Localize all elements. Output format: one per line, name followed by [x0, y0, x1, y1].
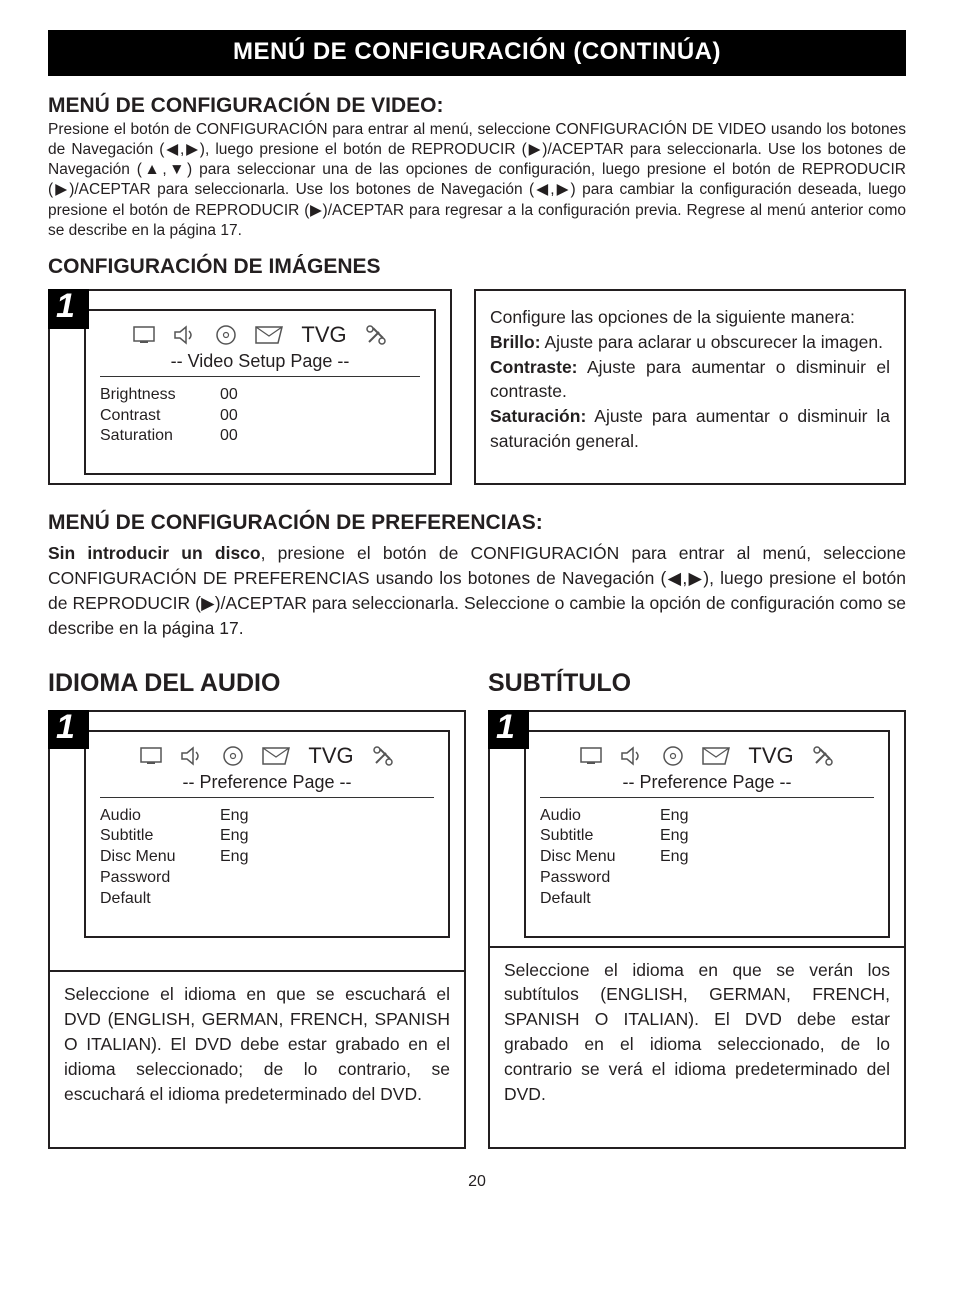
- osd-row: Disc MenuEng: [100, 847, 434, 868]
- osd-val: Eng: [220, 806, 280, 827]
- osd-divider: [100, 797, 434, 798]
- speaker-icon: [173, 325, 197, 345]
- video-osd-panel: 1 TVG -- Video Setup Page -- Brightness0…: [48, 289, 452, 485]
- video-description-panel: Configure las opciones de la siguiente m…: [474, 289, 906, 485]
- osd-table: AudioEng SubtitleEng Disc MenuEng Passwo…: [100, 806, 434, 910]
- audio-heading: IDIOMA DEL AUDIO: [48, 669, 466, 698]
- osd-row: SubtitleEng: [540, 826, 874, 847]
- osd-preference-subtitle: TVG -- Preference Page -- AudioEng Subti…: [524, 730, 890, 938]
- subtitle-osd-panel: 1 TVG -- Preference Page -- AudioEng: [488, 710, 906, 948]
- envelope-icon: [262, 747, 290, 765]
- screen-icon: [133, 326, 155, 344]
- step-badge: 1: [48, 289, 89, 329]
- osd-row: SubtitleEng: [100, 826, 434, 847]
- osd-val: [660, 868, 720, 889]
- speaker-icon: [620, 746, 644, 766]
- subtitle-heading: SUBTÍTULO: [488, 669, 906, 698]
- tvg-text-icon: TVG: [308, 743, 353, 769]
- pref-menu-heading: MENÚ DE CONFIGURACIÓN DE PREFERENCIAS:: [48, 511, 906, 535]
- osd-row: Password: [100, 868, 434, 889]
- desc-intro: Configure las opciones de la siguiente m…: [490, 307, 855, 327]
- osd-table: AudioEng SubtitleEng Disc MenuEng Passwo…: [540, 806, 874, 910]
- tvg-text-icon: TVG: [301, 322, 346, 348]
- osd-row: Disc MenuEng: [540, 847, 874, 868]
- osd-table: Brightness00 Contrast00 Saturation00: [100, 385, 420, 447]
- osd-key: Default: [100, 889, 220, 910]
- osd-video-setup: TVG -- Video Setup Page -- Brightness00 …: [84, 309, 436, 475]
- disc-icon: [222, 745, 244, 767]
- osd-divider: [100, 376, 420, 377]
- osd-val: Eng: [220, 847, 280, 868]
- osd-key: Subtitle: [100, 826, 220, 847]
- osd-row: AudioEng: [100, 806, 434, 827]
- tvg-text-icon: TVG: [748, 743, 793, 769]
- label-saturacion: Saturación:: [490, 406, 586, 426]
- image-config-heading: CONFIGURACIÓN DE IMÁGENES: [48, 255, 906, 279]
- osd-val: Eng: [660, 847, 720, 868]
- step-badge: 1: [48, 710, 89, 750]
- audio-caption: Seleccione el idioma en que se escuchará…: [48, 972, 466, 1148]
- text-brillo: Ajuste para aclarar u obscurecer la imag…: [541, 332, 883, 352]
- osd-title: -- Preference Page --: [100, 772, 434, 793]
- video-desc-text: Configure las opciones de la siguiente m…: [490, 305, 890, 454]
- osd-key: Password: [540, 868, 660, 889]
- osd-val: Eng: [660, 806, 720, 827]
- osd-val: Eng: [220, 826, 280, 847]
- osd-key: Password: [100, 868, 220, 889]
- label-contraste: Contraste:: [490, 357, 578, 377]
- page-title-bar: MENÚ DE CONFIGURACIÓN (CONTINÚA): [48, 30, 906, 76]
- osd-val: [220, 889, 280, 910]
- osd-row: Password: [540, 868, 874, 889]
- osd-key: Subtitle: [540, 826, 660, 847]
- tools-icon: [372, 745, 394, 767]
- osd-icon-row: TVG: [100, 742, 434, 770]
- osd-val: 00: [220, 385, 280, 406]
- page-number: 20: [48, 1173, 906, 1191]
- osd-val: Eng: [660, 826, 720, 847]
- screen-icon: [580, 747, 602, 765]
- osd-key: Audio: [540, 806, 660, 827]
- osd-row: Default: [540, 889, 874, 910]
- disc-icon: [662, 745, 684, 767]
- osd-key: Brightness: [100, 385, 220, 406]
- osd-key: Audio: [100, 806, 220, 827]
- osd-key: Disc Menu: [540, 847, 660, 868]
- tools-icon: [365, 324, 387, 346]
- osd-val: 00: [220, 426, 280, 447]
- pref-intro-bold: Sin introducir un disco: [48, 543, 261, 563]
- osd-row: Brightness00: [100, 385, 420, 406]
- pref-menu-intro: Sin introducir un disco, presione el bot…: [48, 541, 906, 640]
- osd-val: 00: [220, 406, 280, 427]
- osd-icon-row: TVG: [540, 742, 874, 770]
- osd-key: Default: [540, 889, 660, 910]
- label-brillo: Brillo:: [490, 332, 541, 352]
- osd-row: AudioEng: [540, 806, 874, 827]
- video-menu-intro: Presione el botón de CONFIGURACIÓN para …: [48, 120, 906, 241]
- tools-icon: [812, 745, 834, 767]
- osd-val: [220, 868, 280, 889]
- video-menu-heading: MENÚ DE CONFIGURACIÓN DE VIDEO:: [48, 94, 906, 118]
- osd-key: Saturation: [100, 426, 220, 447]
- step-badge: 1: [488, 710, 529, 750]
- speaker-icon: [180, 746, 204, 766]
- osd-row: Saturation00: [100, 426, 420, 447]
- screen-icon: [140, 747, 162, 765]
- osd-preference-audio: TVG -- Preference Page -- AudioEng Subti…: [84, 730, 450, 938]
- osd-icon-row: TVG: [100, 321, 420, 349]
- envelope-icon: [702, 747, 730, 765]
- osd-key: Contrast: [100, 406, 220, 427]
- osd-val: [660, 889, 720, 910]
- osd-title: -- Preference Page --: [540, 772, 874, 793]
- subtitle-caption: Seleccione el idioma en que se verán los…: [488, 948, 906, 1149]
- osd-key: Disc Menu: [100, 847, 220, 868]
- osd-row: Default: [100, 889, 434, 910]
- envelope-icon: [255, 326, 283, 344]
- audio-osd-panel: 1 TVG -- Preference Page -- AudioEng: [48, 710, 466, 973]
- disc-icon: [215, 324, 237, 346]
- osd-title: -- Video Setup Page --: [100, 351, 420, 372]
- osd-divider: [540, 797, 874, 798]
- osd-row: Contrast00: [100, 406, 420, 427]
